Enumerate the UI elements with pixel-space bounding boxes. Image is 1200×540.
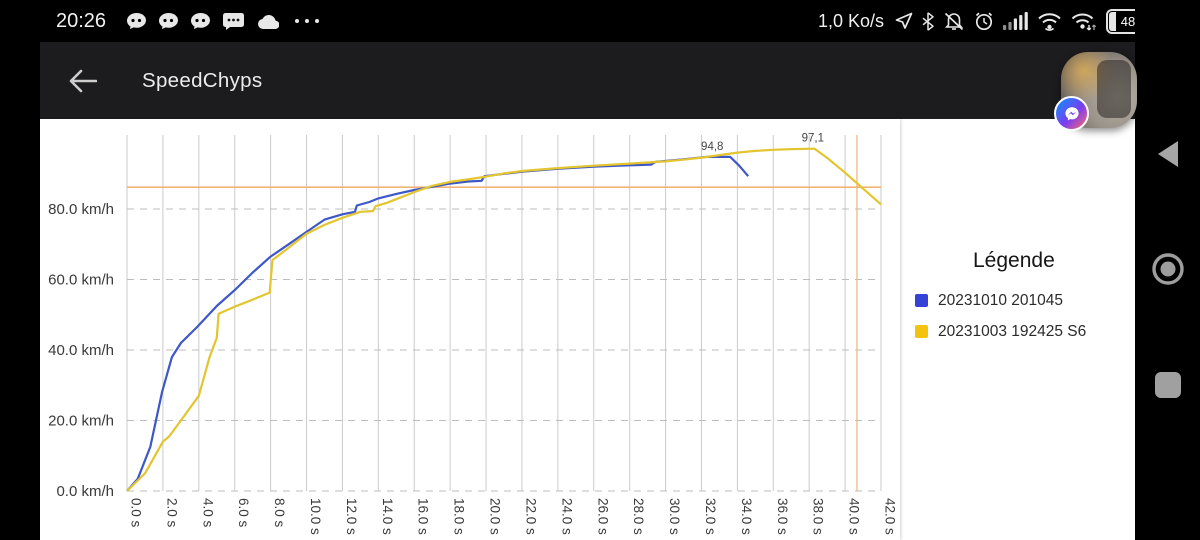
- legend-item[interactable]: 20231010 201045: [915, 291, 1086, 310]
- speed-line-chart[interactable]: 94,8 97,1 0.0 km/h 20.0 km/h 40.0 km/h 60.0 k…: [40, 119, 900, 540]
- legend: 20231010 201045 20231003 192425 S6: [915, 291, 1086, 341]
- messenger-icon: [1054, 96, 1089, 131]
- chat-head-icon: [159, 13, 179, 29]
- sms-icon: [223, 12, 245, 30]
- x-tick-label: 16.0 s: [416, 498, 431, 535]
- peak-value-label: 97,1: [802, 133, 824, 145]
- y-tick-label: 40.0 km/h: [48, 342, 114, 359]
- series-1: 97,1: [126, 133, 882, 492]
- legend-label: 20231010 201045: [938, 291, 1063, 309]
- x-axis-ticks: 0.0 s 2.0 s 4.0 s 6.0 s 8.0 s 10.0 s 12.0 s 14.…: [129, 498, 898, 535]
- x-tick-label: 34.0 s: [739, 498, 754, 535]
- battery-percent: 48: [1120, 13, 1136, 29]
- page-title: SpeedChyps: [142, 68, 263, 92]
- x-gridlines: [126, 135, 882, 491]
- x-tick-label: 10.0 s: [308, 498, 323, 535]
- legend-title: Légende: [973, 249, 1055, 272]
- x-tick-label: 36.0 s: [775, 498, 790, 535]
- legend-label: 20231003 192425 S6: [938, 322, 1087, 340]
- x-tick-label: 24.0 s: [559, 498, 574, 535]
- x-tick-label: 28.0 s: [631, 498, 646, 535]
- chat-head-icon: [191, 13, 211, 29]
- x-tick-label: 2.0 s: [164, 498, 179, 528]
- app-bar: SpeedChyps: [40, 42, 1135, 119]
- y-tick-label: 60.0 km/h: [48, 272, 114, 289]
- speed-chart-card: 94,8 97,1 0.0 km/h 20.0 km/h 40.0 km/h 60.0 k…: [40, 119, 900, 540]
- chat-head-avatar: [1097, 60, 1131, 118]
- y-axis-ticks: 0.0 km/h 20.0 km/h 40.0 km/h 60.0 km/h 80.0 …: [48, 201, 114, 500]
- wifi-icon: [1037, 12, 1062, 31]
- x-tick-label: 8.0 s: [272, 498, 287, 528]
- y-tick-label: 0.0 km/h: [56, 483, 114, 500]
- x-tick-label: 0.0 s: [129, 498, 144, 528]
- y-tick-label: 20.0 km/h: [48, 413, 114, 430]
- y-gridlines: [127, 208, 881, 492]
- content-area: 94,8 97,1 0.0 km/h 20.0 km/h 40.0 km/h 60.0 k…: [40, 119, 1135, 540]
- clock: 20:26: [56, 9, 107, 32]
- x-tick-label: 12.0 s: [344, 498, 359, 535]
- x-tick-label: 42.0 s: [883, 498, 898, 535]
- reference-lines: [127, 135, 881, 491]
- x-tick-label: 18.0 s: [452, 498, 467, 535]
- series-line: [126, 155, 750, 492]
- alarm-icon: [974, 11, 994, 31]
- legend-item[interactable]: 20231003 192425 S6: [915, 322, 1086, 341]
- status-bar-right: 1,0 Ko/s 48: [817, 0, 1154, 42]
- bluetooth-icon: [922, 11, 934, 31]
- y-tick-label: 80.0 km/h: [48, 201, 114, 218]
- network-speed: 1,0 Ko/s: [817, 10, 884, 31]
- nav-recents-button[interactable]: [1135, 357, 1200, 413]
- x-tick-label: 40.0 s: [847, 498, 862, 535]
- x-tick-label: 6.0 s: [236, 498, 251, 528]
- cloud-icon: [257, 14, 280, 29]
- status-bar-left: 20:26: [56, 0, 322, 42]
- status-bar: 20:26 1,0 Ko/s: [0, 0, 1200, 42]
- android-nav-bar: [1135, 0, 1200, 540]
- wifi-2-icon: [1071, 12, 1097, 31]
- legend-swatch-yellow-icon: [915, 325, 928, 338]
- peak-value-label: 94,8: [701, 141, 723, 153]
- x-tick-label: 30.0 s: [667, 498, 682, 535]
- messenger-chat-head[interactable]: [1054, 52, 1137, 131]
- signal-icon: [1003, 12, 1028, 30]
- x-tick-label: 20.0 s: [488, 498, 503, 535]
- legend-swatch-blue-icon: [915, 294, 928, 307]
- chat-head-icon: [127, 13, 147, 29]
- location-icon: [895, 12, 913, 30]
- back-button[interactable]: [66, 64, 100, 98]
- series-0: 94,8: [126, 141, 750, 492]
- x-tick-label: 14.0 s: [380, 498, 395, 535]
- series-line: [126, 147, 882, 492]
- more-notifications-icon: [292, 19, 322, 23]
- mute-icon: [943, 12, 965, 31]
- x-tick-label: 38.0 s: [811, 498, 826, 535]
- nav-back-button[interactable]: [1135, 126, 1200, 182]
- x-tick-label: 32.0 s: [703, 498, 718, 535]
- x-tick-label: 4.0 s: [200, 498, 215, 528]
- x-tick-label: 22.0 s: [524, 498, 539, 535]
- x-tick-label: 26.0 s: [595, 498, 610, 535]
- nav-home-button[interactable]: [1135, 241, 1200, 297]
